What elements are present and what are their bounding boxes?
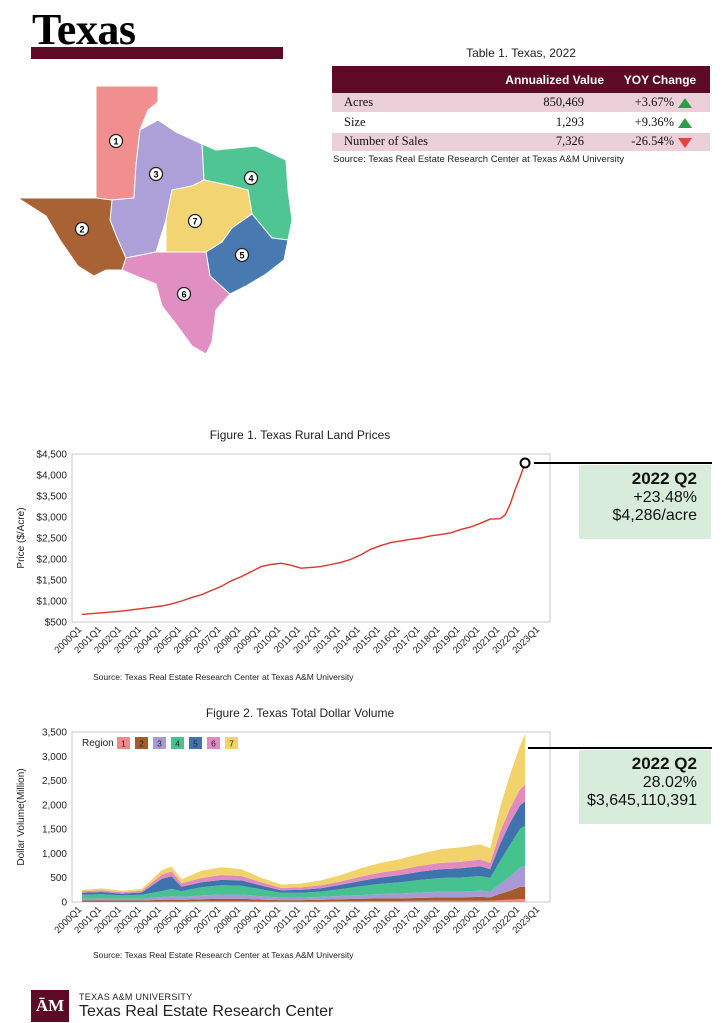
figure1-callout-value: $4,286/acre [612, 507, 697, 524]
y-tick-label: $2,000 [36, 555, 67, 566]
y-axis-label: Price ($/Acre) [16, 507, 27, 568]
y-tick-label: $3,000 [36, 513, 67, 524]
legend-entry: 1 [121, 739, 126, 749]
figure1-line-chart: $500 $1,000 $1,500 $2,000 $2,500 $3,000 $3,500… [16, 450, 551, 656]
title-underline-bar [31, 47, 283, 59]
figure2-callout: 2022 Q2 28.02% $3,645,110,391 [579, 750, 711, 824]
y-tick-label: $2,500 [36, 534, 67, 545]
row-value: 7,326 [450, 132, 610, 152]
table-header-row: Annualized Value YOY Change [332, 66, 710, 93]
map-label-5: 5 [239, 251, 244, 261]
trend-up-icon [678, 98, 692, 108]
y-tick-label: 1,000 [42, 849, 67, 860]
footer-org: TEXAS A&M UNIVERSITY [79, 992, 193, 1002]
price-line [81, 462, 526, 616]
row-label: Size [332, 112, 450, 133]
y-tick-label: 2,500 [42, 776, 67, 787]
map-label-7: 7 [192, 217, 197, 227]
y-tick-label: 2,000 [42, 800, 67, 811]
row-value: 1,293 [450, 112, 610, 133]
figure1-source: Source: Texas Real Estate Research Cente… [93, 672, 354, 682]
y-tick-label: $4,000 [36, 471, 67, 482]
figure1-title: Figure 1. Texas Rural Land Prices [209, 428, 391, 442]
row-label: Acres [332, 93, 450, 113]
figure2-callout-connector [528, 747, 712, 749]
y-tick-label: 1,500 [42, 825, 67, 836]
map-region-3 [109, 119, 205, 259]
row-change-cell: +3.67% [610, 93, 710, 113]
row-change-cell: +9.36% [610, 112, 710, 133]
map-label-3: 3 [153, 170, 158, 180]
highlight-point [519, 457, 531, 469]
footer-center-name: Texas Real Estate Research Center [79, 1003, 334, 1020]
figure1-callout-period: 2022 Q2 [631, 469, 697, 488]
legend-title: Region [82, 738, 114, 749]
y-tick-label: $1,500 [36, 576, 67, 587]
page-title: Texas [32, 5, 136, 54]
y-tick-label: 3,000 [42, 752, 67, 763]
y-tick-label: $500 [45, 618, 68, 629]
figure1-callout-change: +23.48% [633, 489, 697, 506]
map-label-2: 2 [79, 225, 84, 235]
trend-up-icon [678, 118, 692, 128]
map-region-2 [16, 197, 127, 277]
figure1-callout-connector [534, 462, 712, 464]
row-change: -26.54% [631, 134, 674, 149]
y-tick-label: 3,500 [42, 728, 67, 739]
legend-swatch [225, 737, 238, 749]
y-tick-label: $4,500 [36, 450, 67, 461]
map-label-1: 1 [113, 137, 118, 147]
texas-region-map-svg: 1 2 3 4 5 6 7 [16, 85, 293, 355]
texas-region-map: 1 2 3 4 5 6 7 [16, 80, 298, 358]
figure2-callout-value: $3,645,110,391 [586, 792, 697, 809]
legend-entry: 3 [157, 739, 162, 749]
row-value: 850,469 [450, 93, 610, 113]
row-label: Number of Sales [332, 132, 450, 152]
legend: Region 1 2 3 4 5 6 7 [82, 737, 238, 749]
figure2-area-chart: 05001,0001,5002,0002,5003,0003,5002000Q1… [16, 728, 551, 936]
y-tick-label: 0 [61, 898, 67, 909]
summary-table: Annualized Value YOY Change Acres 850,46… [332, 66, 710, 152]
table-header-change: YOY Change [610, 66, 710, 93]
figure2-source: Source: Texas Real Estate Research Cente… [93, 950, 354, 960]
table-row: Size 1,293 +9.36% [332, 112, 710, 133]
figure1-callout: 2022 Q2 +23.48% $4,286/acre [579, 465, 711, 539]
legend-swatch [117, 737, 130, 749]
map-region-markers: 1 2 3 4 5 6 7 [74, 133, 259, 302]
table-caption: Table 1. Texas, 2022 [466, 46, 576, 60]
legend-entry: 2 [139, 739, 144, 749]
map-label-6: 6 [181, 290, 186, 300]
legend-entry: 4 [175, 739, 180, 749]
legend-entry: 6 [211, 739, 216, 749]
y-axis-label: Dollar Volume(Million) [16, 768, 27, 865]
map-region-6 [121, 251, 231, 355]
legend-swatch [171, 737, 184, 749]
legend-swatch [153, 737, 166, 749]
table-header-value: Annualized Value [450, 66, 610, 93]
figure2-callout-change: 28.02% [642, 774, 697, 791]
legend-swatch [207, 737, 220, 749]
area-series-1 [82, 899, 526, 902]
table-source: Source: Texas Real Estate Research Cente… [333, 154, 625, 165]
area-series-2 [82, 886, 526, 902]
figure2-callout-period: 2022 Q2 [631, 754, 697, 773]
row-change-cell: -26.54% [610, 132, 710, 152]
table-row: Number of Sales 7,326 -26.54% [332, 132, 710, 152]
map-label-4: 4 [248, 174, 253, 184]
figure2-title: Figure 2. Texas Total Dollar Volume [205, 706, 395, 720]
legend-swatch [135, 737, 148, 749]
y-tick-label: $3,500 [36, 492, 67, 503]
y-tick-label: 500 [50, 873, 67, 884]
legend-entry: 7 [229, 739, 234, 749]
table-row: Acres 850,469 +3.67% [332, 93, 710, 113]
row-change: +9.36% [634, 114, 674, 129]
y-tick-label: $1,000 [36, 597, 67, 608]
legend-swatch [189, 737, 202, 749]
row-change: +3.67% [634, 95, 674, 109]
legend-entry: 5 [193, 739, 198, 749]
trend-down-icon [678, 137, 692, 148]
tamu-logo: ĀM [31, 990, 69, 1022]
plot-frame [71, 453, 551, 623]
table-header-label [332, 66, 450, 93]
